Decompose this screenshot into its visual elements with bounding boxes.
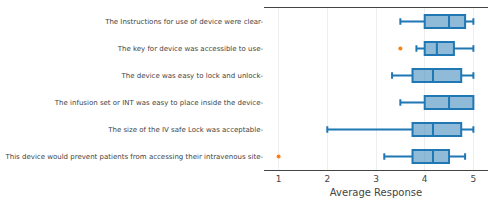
- svg-text:This device would prevent pati: This device would prevent patients from …: [4, 153, 263, 161]
- svg-text:2: 2: [324, 174, 330, 184]
- svg-text:The device was easy to lock an: The device was easy to lock and unlock-: [121, 72, 264, 80]
- svg-text:The Instructions for use of de: The Instructions for use of device were …: [104, 18, 263, 26]
- svg-text:3: 3: [373, 174, 379, 184]
- svg-text:5: 5: [471, 174, 477, 184]
- svg-text:4: 4: [422, 174, 428, 184]
- svg-text:The key for device was accessi: The key for device was accessible to use…: [117, 45, 264, 53]
- svg-text:Average Response: Average Response: [330, 187, 422, 198]
- svg-text:The infusion set or INT was ea: The infusion set or INT was easy to plac…: [54, 99, 264, 107]
- svg-text:1: 1: [276, 174, 282, 184]
- svg-text:The size of the IV safe Lock w: The size of the IV safe Lock was accepta…: [107, 126, 263, 134]
